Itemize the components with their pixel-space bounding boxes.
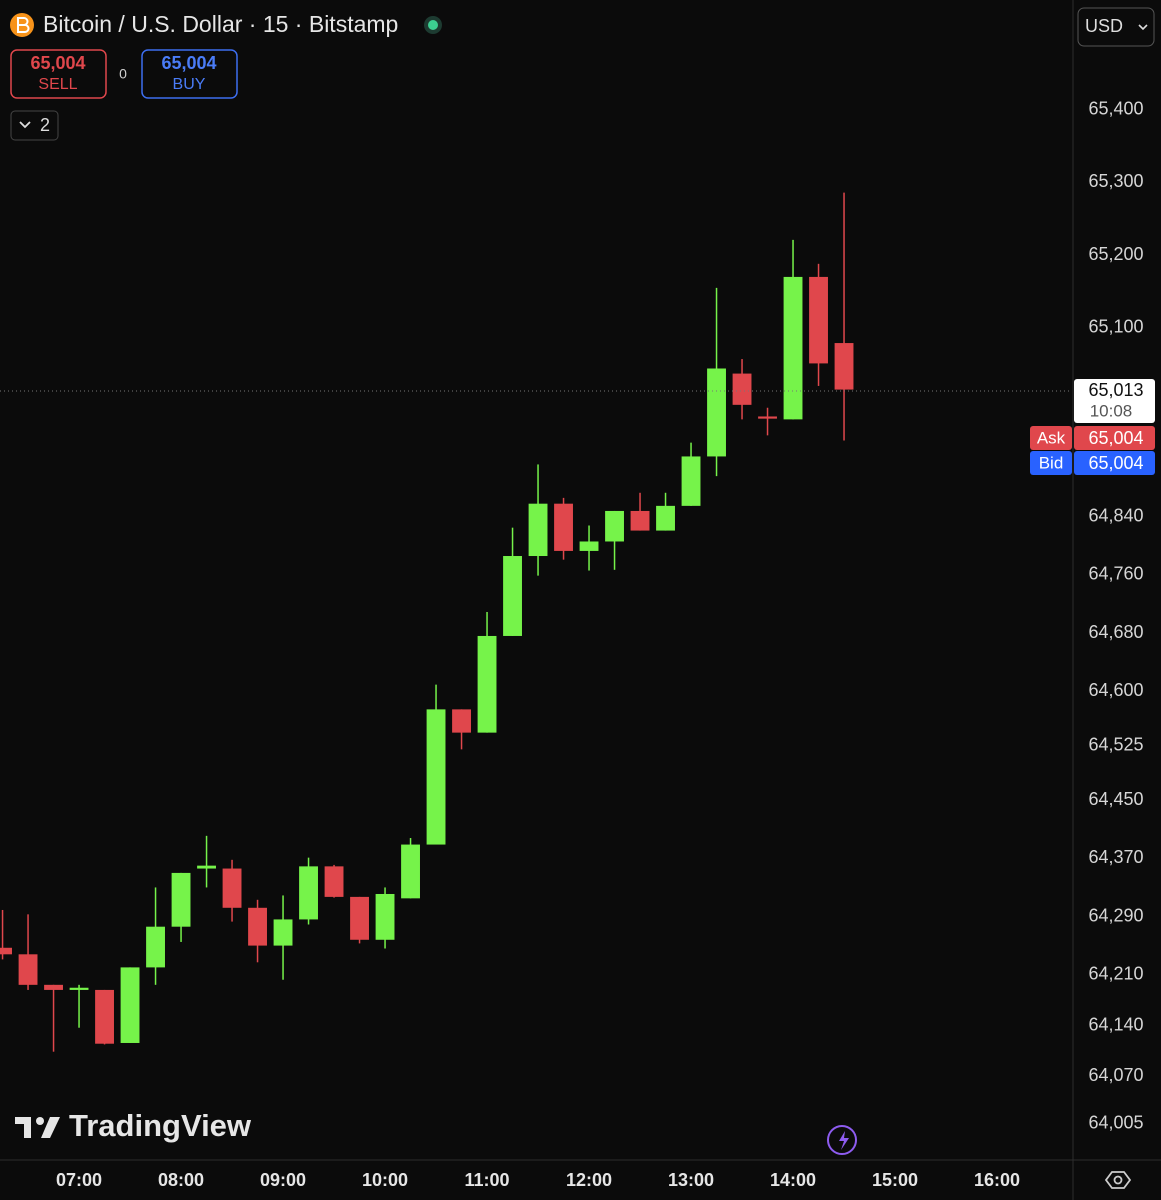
y-tick-label: 65,100 bbox=[1088, 317, 1143, 337]
indicators-count: 2 bbox=[40, 115, 50, 135]
bitcoin-glyph bbox=[17, 17, 30, 33]
indicators-toggle[interactable] bbox=[10, 110, 59, 141]
sell-price: 65,004 bbox=[30, 53, 85, 73]
candle-body bbox=[69, 987, 89, 990]
candle-body bbox=[528, 503, 548, 557]
y-tick-label: 64,210 bbox=[1088, 963, 1143, 983]
candle-body bbox=[0, 947, 12, 955]
ask-price-tag bbox=[1074, 426, 1155, 451]
last-price-tag bbox=[1074, 379, 1155, 424]
buy-button[interactable] bbox=[141, 49, 238, 99]
last-price: 65,013 bbox=[1088, 380, 1143, 400]
y-tick-label: 65,200 bbox=[1088, 244, 1143, 264]
y-tick-label: 64,525 bbox=[1088, 734, 1143, 754]
x-tick-label: 11:00 bbox=[465, 1170, 510, 1190]
candle-body bbox=[605, 510, 624, 542]
bid-price: 65,004 bbox=[1088, 453, 1143, 473]
candle-body bbox=[681, 456, 701, 506]
candle-body bbox=[222, 868, 242, 908]
candle-body bbox=[120, 967, 140, 1043]
y-tick-label: 64,290 bbox=[1088, 905, 1143, 925]
y-tick-label: 64,140 bbox=[1088, 1014, 1143, 1034]
candle-body bbox=[732, 373, 752, 405]
ask-tag bbox=[1030, 426, 1072, 451]
y-tick-label: 64,600 bbox=[1088, 680, 1143, 700]
candle-body bbox=[197, 865, 216, 869]
x-tick-label: 12:00 bbox=[566, 1170, 612, 1190]
brand-logo bbox=[15, 1117, 31, 1138]
candle-body bbox=[630, 510, 650, 531]
buy-price: 65,004 bbox=[161, 53, 216, 73]
candle-body bbox=[707, 368, 726, 457]
sell-label: SELL bbox=[38, 76, 77, 93]
x-tick-label: 07:00 bbox=[56, 1170, 102, 1190]
chevron bbox=[1138, 24, 1148, 31]
ask-label: Ask bbox=[1037, 429, 1066, 448]
sparkle-icon bbox=[839, 1131, 849, 1150]
bid-label: Bid bbox=[1039, 454, 1064, 473]
candle-body bbox=[401, 844, 420, 899]
candle-body bbox=[146, 926, 165, 968]
candle-body bbox=[452, 709, 471, 733]
status-dot bbox=[428, 20, 438, 30]
settings-icon bbox=[1113, 1175, 1123, 1185]
y-tick-label: 64,760 bbox=[1088, 564, 1143, 584]
candle-body bbox=[656, 505, 675, 531]
candle-body bbox=[579, 541, 599, 551]
x-tick-label: 13:00 bbox=[668, 1170, 714, 1190]
candle-body bbox=[783, 276, 803, 420]
bid-tag bbox=[1030, 451, 1072, 476]
x-tick-label: 14:00 bbox=[770, 1170, 816, 1190]
candle-body bbox=[299, 866, 318, 920]
sparkle-icon[interactable] bbox=[827, 1125, 857, 1155]
x-tick-label: 16:00 bbox=[974, 1170, 1020, 1190]
candle-body bbox=[834, 343, 854, 390]
currency-select[interactable] bbox=[1077, 7, 1155, 47]
candle-body bbox=[171, 872, 191, 927]
ask-price: 65,004 bbox=[1088, 428, 1143, 448]
chevron bbox=[19, 121, 31, 129]
candle-body bbox=[350, 896, 369, 940]
currency: USD bbox=[1085, 16, 1123, 36]
y-tick-label: 64,070 bbox=[1088, 1065, 1143, 1085]
countdown: 10:08 bbox=[1090, 402, 1133, 421]
candle-body bbox=[44, 984, 63, 990]
candle-body bbox=[248, 907, 267, 946]
candle-body bbox=[375, 893, 395, 940]
bid-price-tag bbox=[1074, 451, 1155, 476]
candle-body bbox=[503, 556, 522, 636]
y-tick-label: 64,370 bbox=[1088, 847, 1143, 867]
y-tick-label: 64,005 bbox=[1088, 1112, 1143, 1132]
y-tick-label: 65,400 bbox=[1088, 98, 1143, 118]
spread: 0 bbox=[119, 66, 127, 82]
y-tick-label: 65,300 bbox=[1088, 171, 1143, 191]
x-tick-label: 08:00 bbox=[158, 1170, 204, 1190]
candle-body bbox=[324, 866, 344, 897]
buy-label: BUY bbox=[173, 76, 206, 93]
candle-body bbox=[426, 709, 446, 845]
y-tick-label: 64,450 bbox=[1088, 789, 1143, 809]
symbol-title: Bitcoin / U.S. Dollar · 15 · Bitstamp bbox=[43, 11, 398, 37]
candle-body bbox=[273, 919, 293, 946]
candle-body bbox=[758, 416, 777, 419]
sell-button[interactable] bbox=[10, 49, 107, 99]
brand-name: TradingView bbox=[69, 1108, 252, 1143]
candle-body bbox=[554, 503, 573, 551]
y-tick-label: 64,680 bbox=[1088, 622, 1143, 642]
brand-logo bbox=[41, 1117, 60, 1138]
x-tick-label: 10:00 bbox=[362, 1170, 408, 1190]
y-tick-label: 64,840 bbox=[1088, 506, 1143, 526]
candle-body bbox=[477, 635, 497, 733]
settings-icon[interactable] bbox=[1104, 1171, 1132, 1189]
x-tick-label: 15:00 bbox=[872, 1170, 918, 1190]
candle-body bbox=[809, 276, 828, 364]
brand-logo bbox=[36, 1117, 44, 1125]
x-tick-label: 09:00 bbox=[260, 1170, 306, 1190]
candle-body bbox=[95, 989, 114, 1044]
candle-body bbox=[18, 954, 38, 985]
